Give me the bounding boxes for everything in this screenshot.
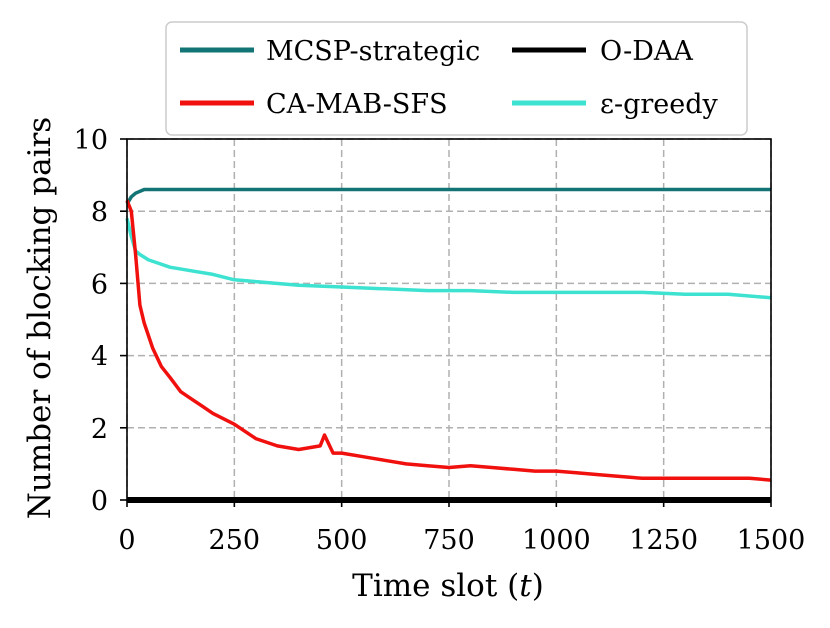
y-axis-label: Number of blocking pairs xyxy=(22,117,58,519)
x-tick-label: 1500 xyxy=(737,525,806,556)
series-line-mcsp-strategic xyxy=(125,187,771,205)
x-tick-label: 0 xyxy=(118,525,135,556)
legend-label-mcsp: MCSP-strategic xyxy=(266,36,480,67)
legend-label-camab: CA-MAB-SFS xyxy=(266,89,448,120)
legend-label-egreedy: ε-greedy xyxy=(600,89,719,120)
y-tick-label: 4 xyxy=(91,342,108,373)
legend-label-odaa: O-DAA xyxy=(600,36,693,67)
y-tick-label: 10 xyxy=(74,125,108,156)
series-line-epsilon-greedy xyxy=(125,217,772,300)
x-tick-label: 1000 xyxy=(522,525,591,556)
x-tick-label: 250 xyxy=(209,525,261,556)
legend-box xyxy=(165,21,748,136)
x-tick-label: 500 xyxy=(316,525,368,556)
y-tick-label: 0 xyxy=(91,486,108,517)
x-axis-label: Time slot (t) xyxy=(352,568,544,604)
legend: MCSP-strategic O-DAA CA-MAB-SFS ε-greedy xyxy=(165,21,748,136)
y-tick-label: 6 xyxy=(91,269,108,300)
y-tick-label: 2 xyxy=(91,414,108,445)
grid xyxy=(126,138,772,501)
axis-ticks: 0 250 500 750 1000 1250 1500 0 2 4 6 8 10 xyxy=(74,125,806,556)
x-tick-label: 1250 xyxy=(629,525,698,556)
y-tick-label: 8 xyxy=(91,197,108,228)
x-tick-label: 750 xyxy=(423,525,475,556)
series-line-ca-mab-sfs xyxy=(125,199,772,482)
